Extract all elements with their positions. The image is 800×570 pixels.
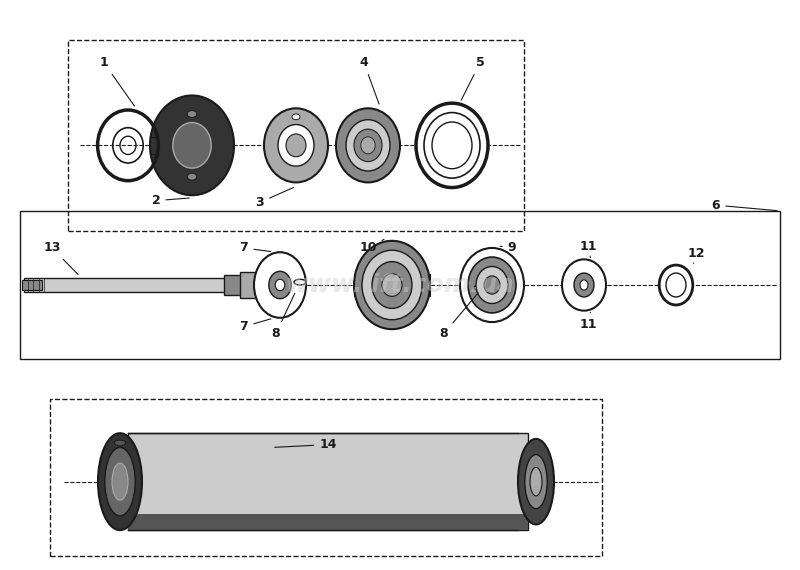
Ellipse shape [580, 280, 588, 290]
Ellipse shape [354, 129, 382, 162]
Ellipse shape [460, 248, 524, 322]
Ellipse shape [484, 276, 500, 294]
Ellipse shape [468, 257, 516, 313]
Text: 12: 12 [687, 247, 705, 263]
Ellipse shape [424, 113, 480, 178]
Ellipse shape [105, 447, 135, 516]
FancyBboxPatch shape [224, 275, 244, 295]
Ellipse shape [187, 111, 197, 117]
Ellipse shape [346, 120, 390, 171]
Ellipse shape [362, 250, 422, 320]
FancyBboxPatch shape [354, 274, 430, 296]
Ellipse shape [336, 108, 400, 182]
Ellipse shape [187, 173, 197, 180]
Text: 11: 11 [579, 241, 597, 258]
Ellipse shape [112, 463, 128, 500]
Ellipse shape [292, 114, 300, 120]
Text: 8: 8 [272, 293, 295, 340]
FancyBboxPatch shape [128, 514, 528, 530]
Ellipse shape [354, 241, 430, 329]
FancyBboxPatch shape [22, 280, 42, 290]
Ellipse shape [525, 455, 547, 509]
Text: 13: 13 [43, 242, 78, 275]
Text: 10: 10 [359, 239, 384, 254]
Ellipse shape [114, 440, 126, 446]
FancyBboxPatch shape [128, 433, 528, 530]
Text: 7: 7 [240, 242, 271, 254]
Ellipse shape [666, 273, 686, 297]
Ellipse shape [518, 439, 554, 524]
Ellipse shape [416, 103, 488, 188]
Ellipse shape [269, 271, 291, 299]
Ellipse shape [574, 273, 594, 297]
Ellipse shape [562, 259, 606, 311]
Ellipse shape [278, 125, 314, 166]
Text: www.lift.com.ua: www.lift.com.ua [286, 273, 514, 297]
Text: 2: 2 [152, 194, 190, 207]
Ellipse shape [382, 274, 402, 296]
Ellipse shape [432, 122, 472, 169]
Text: 8: 8 [440, 293, 478, 340]
Ellipse shape [372, 262, 412, 308]
Ellipse shape [286, 134, 306, 157]
Ellipse shape [361, 137, 375, 154]
Text: 6: 6 [712, 199, 778, 211]
Text: 11: 11 [579, 312, 597, 331]
Ellipse shape [659, 265, 693, 305]
Text: 1: 1 [100, 56, 134, 106]
Ellipse shape [173, 123, 211, 168]
FancyBboxPatch shape [24, 278, 240, 292]
Ellipse shape [530, 467, 542, 496]
Text: 14: 14 [274, 438, 337, 451]
Text: 9: 9 [500, 242, 516, 254]
FancyBboxPatch shape [240, 272, 260, 298]
Ellipse shape [254, 252, 306, 318]
Text: 5: 5 [462, 56, 484, 100]
Ellipse shape [264, 108, 328, 182]
Text: 4: 4 [360, 56, 379, 104]
Ellipse shape [98, 433, 142, 530]
Text: 3: 3 [256, 188, 294, 209]
Text: 7: 7 [240, 319, 271, 333]
Ellipse shape [476, 267, 508, 303]
Ellipse shape [275, 279, 285, 291]
Ellipse shape [150, 95, 234, 195]
